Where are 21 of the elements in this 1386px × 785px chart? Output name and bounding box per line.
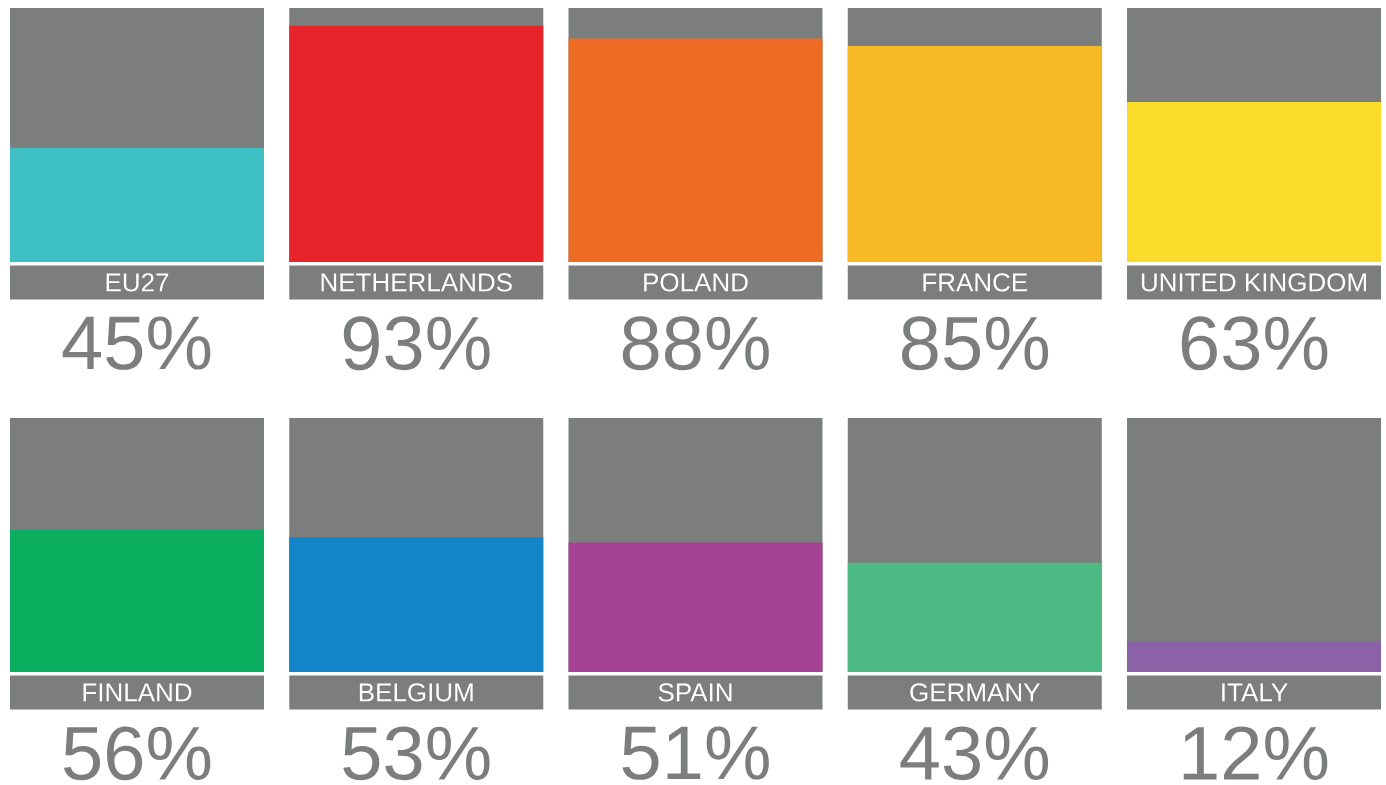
data-label: 45% [62,316,211,370]
data-label: 12% [1183,726,1328,780]
x-tick-label: NETHERLANDS [321,273,512,292]
data-label: 43% [900,726,1049,781]
x-tick-label: GERMANY [910,683,1040,702]
x-tick-label: UNITED KINGDOM [1141,273,1366,292]
x-tick-label: SPAIN [658,683,732,702]
x-tick-label: POLAND [644,273,748,292]
x-tick-label: FRANCE [923,273,1028,292]
x-tick-label: ITALY [1222,683,1288,702]
x-tick-label: BELGIUM [359,683,473,702]
data-label: 63% [1181,316,1328,371]
x-tick-label: FINLAND [83,683,192,702]
data-label: 85% [902,316,1049,371]
bar [1127,641,1382,672]
data-label: 51% [622,726,769,780]
data-label: 88% [622,316,769,371]
data-label: 56% [64,726,211,781]
data-label: 93% [343,316,490,371]
x-tick-label: EU27 [106,273,169,292]
data-label: 53% [343,726,490,781]
